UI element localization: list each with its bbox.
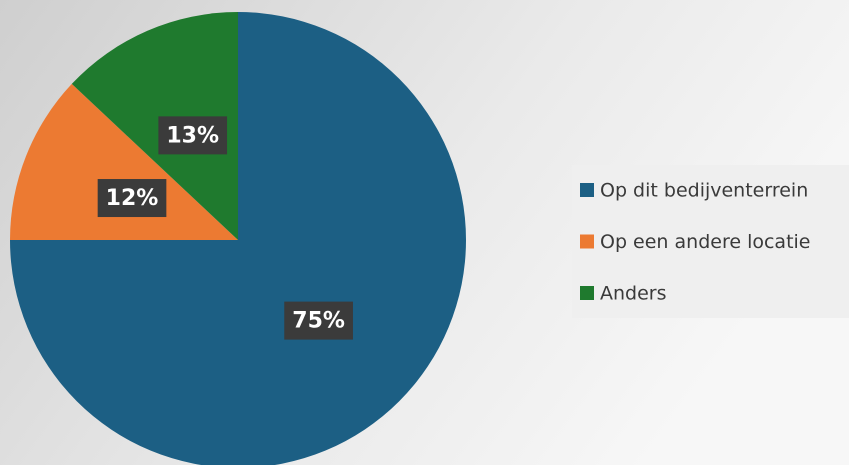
legend-swatch xyxy=(580,234,594,249)
data-label: 12% xyxy=(97,179,167,218)
legend-label: Op dit bedijventerrein xyxy=(600,180,808,202)
legend-box xyxy=(572,165,849,318)
pie-slice xyxy=(10,83,238,240)
data-label: 75% xyxy=(284,301,353,340)
legend: Op dit bedijventerrein Op een andere loca… xyxy=(580,180,810,305)
legend-swatch xyxy=(580,286,594,300)
data-label-box xyxy=(97,179,167,218)
legend-swatch xyxy=(580,183,594,197)
pie-slice xyxy=(71,12,238,240)
legend-label: Anders xyxy=(600,283,667,305)
data-label-box xyxy=(284,301,353,340)
data-label-text: 75% xyxy=(292,309,345,334)
pie: 75% 12% 13% xyxy=(10,12,466,465)
data-label-text: 12% xyxy=(106,186,159,211)
data-label-box xyxy=(158,116,228,155)
legend-label: Op een andere locatie xyxy=(600,231,810,253)
data-label: 13% xyxy=(158,116,228,155)
pie-slice xyxy=(10,12,466,465)
data-label-text: 13% xyxy=(166,123,219,148)
